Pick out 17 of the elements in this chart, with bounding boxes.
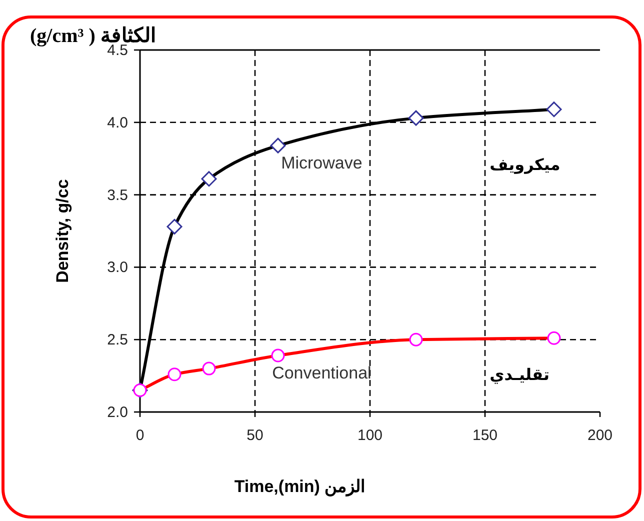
y-tick-label: 3.5 xyxy=(107,186,128,204)
y-tick-label: 2.5 xyxy=(107,332,128,349)
series-label: Microwave xyxy=(281,154,362,173)
y-tick-label: 2.0 xyxy=(107,404,128,421)
series-label: Conventional xyxy=(272,364,372,383)
x-axis-title: Time,(min) الزمن xyxy=(234,477,366,497)
y-tick-label: 4.0 xyxy=(107,114,128,132)
y-tick-label: 3.0 xyxy=(107,259,128,276)
x-tick-label: 100 xyxy=(357,427,383,444)
annotation: تقليـدي xyxy=(490,365,550,384)
y-axis-title: Density, g/cc xyxy=(53,179,72,283)
x-tick-label: 50 xyxy=(246,427,264,444)
y-tick-label: 4.5 xyxy=(107,42,128,59)
annotation: ميكرويف xyxy=(490,155,560,174)
x-tick-label: 0 xyxy=(136,427,144,444)
x-tick-label: 200 xyxy=(587,427,613,444)
x-tick-label: 150 xyxy=(472,427,498,444)
